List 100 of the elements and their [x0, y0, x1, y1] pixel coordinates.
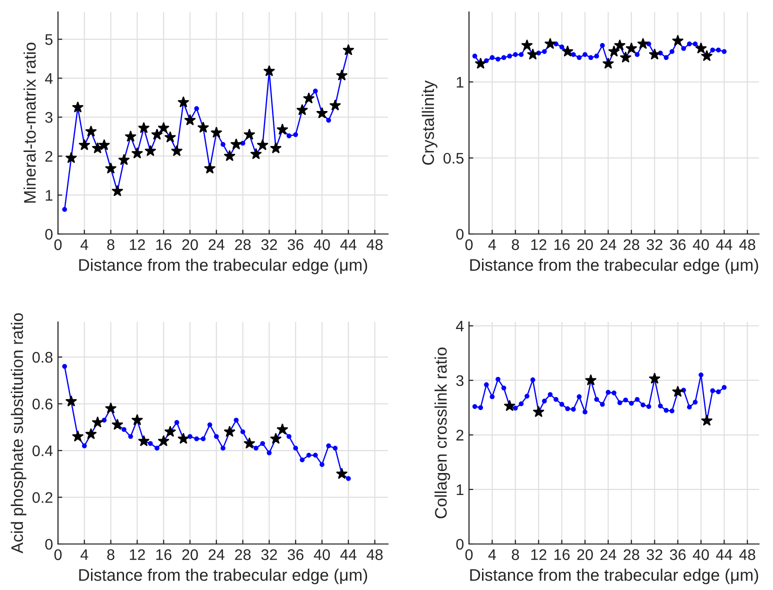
point	[170, 144, 183, 156]
point	[316, 107, 328, 118]
point	[286, 434, 292, 439]
point	[256, 139, 268, 150]
y-tick-label: 0	[45, 538, 53, 550]
point	[501, 55, 506, 60]
x-tick-label: 32	[646, 239, 662, 250]
point	[144, 144, 156, 156]
point	[329, 99, 342, 111]
point	[512, 52, 518, 58]
point	[472, 54, 478, 59]
point	[122, 427, 126, 432]
y-tick-label: 1	[456, 484, 464, 495]
point	[710, 48, 716, 52]
point	[62, 364, 68, 369]
point	[548, 392, 553, 397]
x-tick-label: 20	[182, 239, 198, 250]
point	[200, 436, 206, 442]
x-axis-title: Distance from the trabecular edge (μm)	[79, 568, 368, 584]
point	[507, 54, 512, 59]
point	[286, 133, 292, 138]
x-tick-label: 48	[366, 549, 383, 560]
x-tick-label: 36	[288, 239, 304, 250]
point	[92, 142, 104, 154]
point	[158, 122, 170, 134]
point	[658, 404, 663, 408]
x-tick-label: 4	[80, 239, 88, 250]
point	[306, 452, 312, 458]
point	[542, 49, 547, 54]
point	[637, 38, 649, 49]
point	[646, 404, 652, 409]
point	[576, 55, 582, 60]
x-tick-label: 48	[739, 549, 756, 560]
x-tick-label: 0	[54, 549, 62, 560]
point	[594, 54, 600, 59]
point	[501, 386, 506, 390]
point	[620, 52, 632, 63]
point	[62, 207, 68, 212]
point	[164, 131, 176, 142]
point	[474, 58, 486, 69]
point	[544, 38, 556, 49]
point	[270, 142, 282, 154]
point	[700, 50, 713, 62]
point	[112, 418, 124, 430]
point	[716, 48, 721, 52]
point	[276, 124, 288, 135]
point	[484, 382, 489, 388]
point	[648, 48, 660, 60]
x-tick-label: 20	[577, 239, 593, 250]
x-tick-label: 28	[235, 239, 251, 250]
point	[672, 34, 684, 46]
x-tick-label: 28	[624, 239, 640, 250]
point	[600, 43, 605, 48]
point	[293, 132, 298, 138]
x-tick-label: 24	[600, 239, 616, 250]
point	[104, 162, 117, 174]
point	[164, 426, 176, 437]
point	[602, 58, 614, 69]
x-tick-label: 12	[130, 549, 145, 560]
x-tick-label: 8	[107, 549, 114, 560]
point	[559, 402, 564, 407]
point	[128, 434, 134, 439]
x-tick-label: 8	[107, 239, 114, 250]
point	[263, 65, 276, 76]
point	[102, 418, 107, 423]
x-tick-label: 0	[465, 239, 473, 250]
point	[626, 42, 638, 54]
point	[92, 416, 104, 428]
point	[484, 58, 489, 64]
x-axis-title: Distance from the trabecular edge (μm)	[470, 258, 758, 274]
point	[158, 435, 170, 446]
point	[559, 44, 564, 50]
point	[98, 139, 110, 150]
point	[312, 88, 318, 94]
y-tick-label: 4	[44, 73, 53, 84]
point	[224, 426, 236, 437]
x-tick-label: 32	[261, 549, 277, 560]
x-tick-label: 28	[624, 549, 640, 560]
point	[138, 122, 150, 134]
point	[72, 101, 84, 112]
x-tick-label: 40	[692, 549, 709, 560]
point	[104, 402, 117, 414]
point	[118, 154, 130, 166]
point	[614, 39, 626, 50]
point	[78, 139, 90, 150]
x-axis-title: Distance from the trabecular edge (μm)	[470, 568, 758, 584]
point	[188, 434, 192, 439]
point	[670, 49, 674, 54]
point	[594, 397, 600, 402]
point	[692, 400, 698, 405]
x-tick-label: 0	[465, 549, 473, 560]
point	[148, 441, 153, 446]
point	[576, 394, 582, 400]
x-tick-label: 40	[314, 239, 330, 250]
point	[230, 138, 242, 150]
x-axis-title: Distance from the trabecular edge (μm)	[79, 258, 368, 274]
x-tick-label: 16	[156, 549, 172, 560]
point	[244, 437, 256, 449]
x-tick-label: 24	[600, 549, 616, 560]
point	[554, 42, 558, 46]
